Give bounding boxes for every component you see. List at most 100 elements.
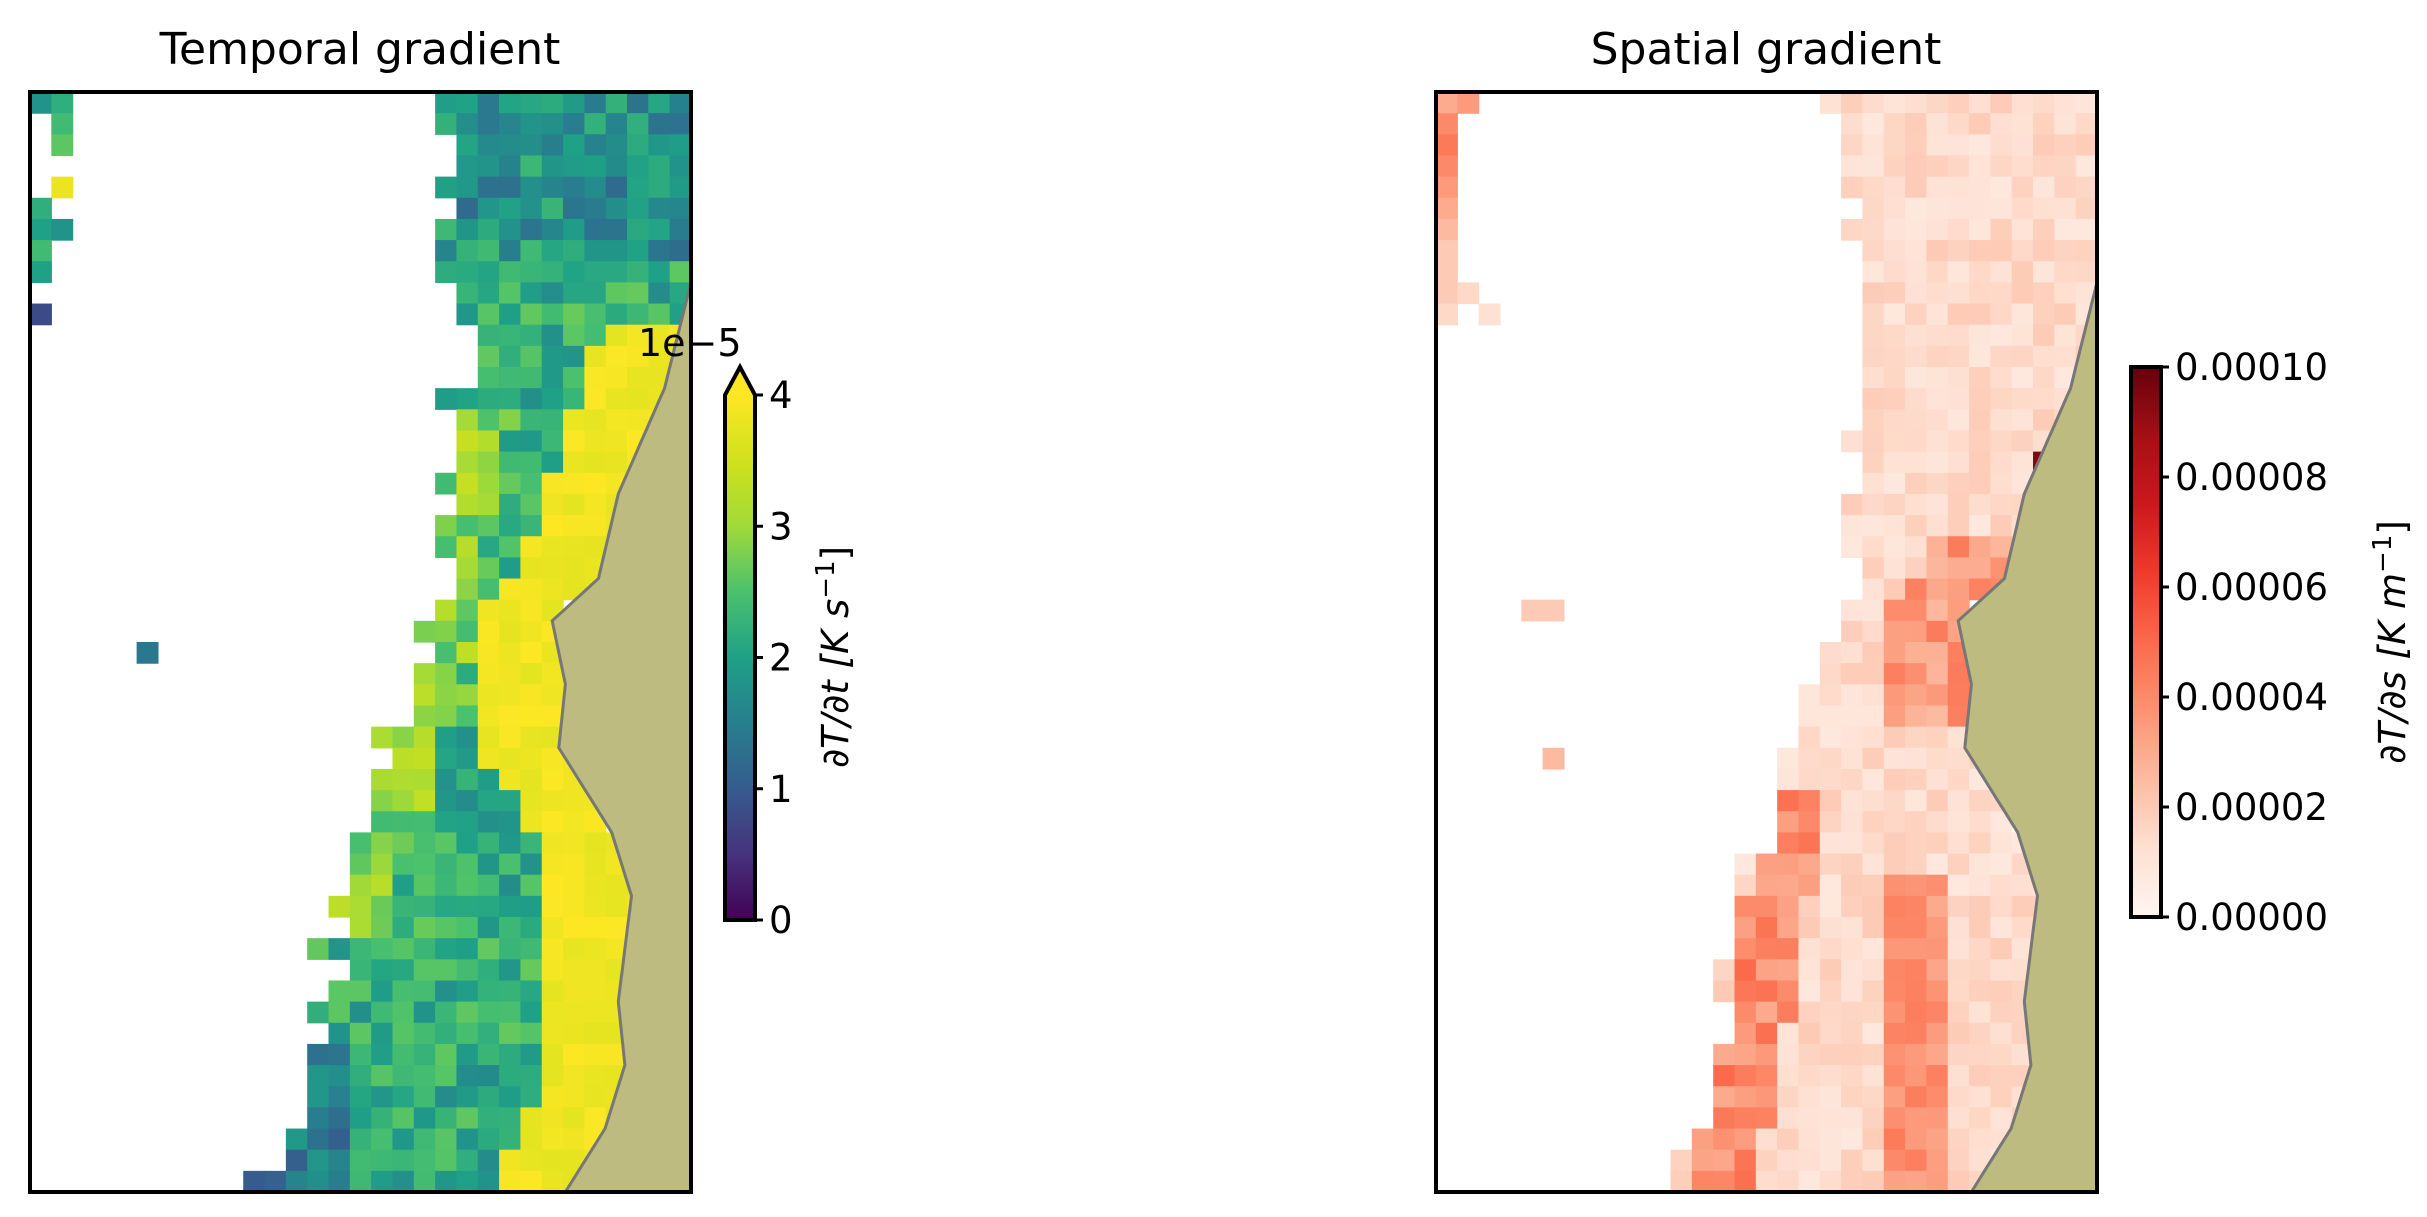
heatmap-cell	[456, 176, 479, 199]
heatmap-cell	[1819, 1128, 1842, 1151]
heatmap-cell	[584, 938, 607, 960]
heatmap-cell	[371, 1065, 394, 1087]
heatmap-cell	[520, 811, 543, 833]
heatmap-cell	[520, 493, 543, 516]
heatmap-cell	[413, 1170, 436, 1192]
heatmap-cell	[2033, 155, 2055, 178]
heatmap-cell	[1457, 282, 1480, 305]
heatmap-cell	[499, 240, 522, 262]
heatmap-cell	[413, 895, 436, 918]
heatmap-cell	[1798, 705, 1821, 728]
heatmap-cell	[499, 642, 522, 664]
heatmap-cell	[520, 345, 543, 368]
heatmap-cell	[413, 1043, 436, 1066]
heatmap-cell	[1862, 430, 1885, 453]
heatmap-cell	[1883, 642, 1906, 664]
heatmap-cell	[1862, 155, 1885, 178]
heatmap-cell	[669, 134, 691, 157]
heatmap-cell	[1841, 747, 1864, 770]
heatmap-cell	[413, 705, 436, 728]
heatmap-cell	[1862, 536, 1885, 558]
heatmap-cell	[1883, 240, 1906, 262]
heatmap-cell	[371, 1022, 394, 1045]
heatmap-cell	[1777, 959, 1800, 982]
heatmap-cell	[477, 938, 500, 960]
heatmap-cell	[1841, 1086, 1864, 1108]
heatmap-cell	[456, 705, 479, 728]
heatmap-cell	[1926, 832, 1949, 855]
heatmap-cell	[2011, 324, 2034, 347]
heatmap-cell	[563, 1086, 585, 1108]
heatmap-cell	[1883, 578, 1906, 601]
heatmap-cell	[1841, 642, 1864, 664]
heatmap-cell	[1883, 726, 1906, 749]
heatmap-cell	[1926, 472, 1949, 495]
heatmap-cell	[499, 1170, 522, 1192]
heatmap-cell	[1969, 790, 1991, 812]
heatmap-cell	[371, 895, 394, 918]
heatmap-cell	[456, 1043, 479, 1066]
heatmap-cell	[1947, 578, 1970, 601]
heatmap-cell	[1905, 324, 1928, 347]
heatmap-cell	[627, 261, 649, 283]
heatmap-cell	[1798, 917, 1821, 939]
heatmap-cell	[477, 515, 500, 537]
heatmap-cell	[1841, 959, 1864, 982]
heatmap-cell	[669, 261, 691, 283]
heatmap-cell	[1734, 853, 1757, 876]
heatmap-cell	[456, 853, 479, 876]
heatmap-cell	[584, 1086, 607, 1108]
heatmap-cell	[1542, 599, 1565, 622]
heatmap-cell	[563, 557, 585, 580]
heatmap-cell	[1819, 790, 1842, 812]
heatmap-cell	[584, 980, 607, 1003]
heatmap-cell	[499, 515, 522, 537]
heatmap-cell	[520, 134, 543, 157]
heatmap-cell	[307, 1001, 330, 1024]
heatmap-cell	[1883, 345, 1906, 368]
heatmap-cell	[1841, 705, 1864, 728]
heatmap-cell	[1819, 726, 1842, 749]
heatmap-cell	[1905, 240, 1928, 262]
heatmap-cell	[477, 1107, 500, 1130]
colorbar-tick-label: 0.00006	[2175, 566, 2328, 609]
heatmap-cell	[1905, 1086, 1928, 1108]
heatmap-cell	[1947, 959, 1970, 982]
heatmap-cell	[1819, 1086, 1842, 1108]
heatmap-cell	[499, 874, 522, 897]
heatmap-cell	[541, 240, 564, 262]
heatmap-cell	[627, 409, 649, 432]
heatmap-cell	[1947, 92, 1970, 114]
heatmap-cell	[349, 1022, 372, 1045]
heatmap-cell	[584, 324, 607, 347]
heatmap-cell	[541, 1022, 564, 1045]
heatmap-cell	[2011, 451, 2034, 474]
heatmap-cell	[1862, 1065, 1885, 1087]
heatmap-cell	[2011, 155, 2034, 178]
heatmap-cell	[477, 811, 500, 833]
heatmap-cell	[2011, 430, 2034, 453]
heatmap-cell	[1819, 684, 1842, 707]
heatmap-cell	[2011, 938, 2034, 960]
heatmap-cell	[1969, 1107, 1991, 1130]
heatmap-cell	[1691, 1128, 1714, 1151]
heatmap-cell	[1926, 1001, 1949, 1024]
heatmap-cell	[648, 197, 671, 220]
heatmap-cell	[2054, 197, 2077, 220]
heatmap-cell	[1883, 874, 1906, 897]
heatmap-cell	[520, 282, 543, 305]
heatmap-cell	[371, 790, 394, 812]
heatmap-cell	[1883, 113, 1906, 135]
heatmap-cell	[1862, 1128, 1885, 1151]
heatmap-cell	[456, 959, 479, 982]
heatmap-cell	[669, 92, 691, 114]
heatmap-cell	[563, 282, 585, 305]
plot-frame	[28, 90, 693, 1194]
heatmap-cell	[1947, 515, 1970, 537]
heatmap-cell	[1905, 620, 1928, 643]
heatmap-cell	[563, 1043, 585, 1066]
heatmap-cell	[456, 557, 479, 580]
heatmap-cell	[1990, 1001, 2013, 1024]
heatmap-cell	[1905, 303, 1928, 326]
heatmap-cell	[2033, 303, 2055, 326]
